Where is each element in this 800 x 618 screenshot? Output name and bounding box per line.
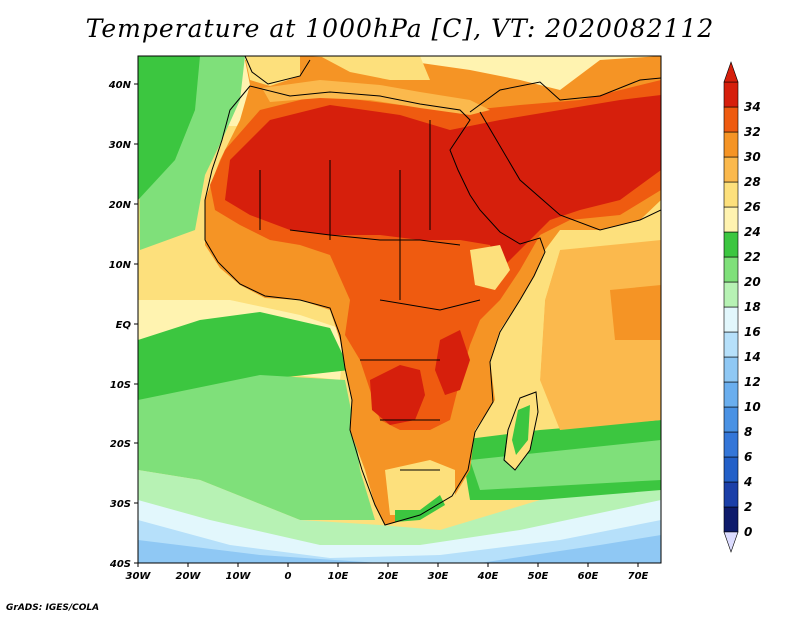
colorbar-label: 8	[744, 425, 752, 439]
lat-label: 10N	[109, 260, 132, 271]
colorbar-swatch	[723, 81, 739, 108]
colorbar-label: 18	[744, 300, 761, 314]
colorbar-label: 4	[743, 475, 752, 489]
colorbar-swatch	[723, 331, 739, 358]
lon-label: 50E	[528, 571, 549, 582]
axis-ticks	[134, 83, 639, 567]
colorbar-label: 6	[744, 450, 752, 464]
colorbar-swatch	[723, 306, 739, 333]
colorbar-label: 14	[744, 350, 761, 364]
credit-label: GrADS: IGES/COLA	[6, 603, 100, 613]
latitude-labels: 40N 30N 20N 10N EQ 10S 20S 30S 40S	[108, 80, 132, 570]
colorbar-swatch	[723, 256, 739, 283]
colorbar-swatch	[723, 506, 739, 533]
colorbar-under-arrow	[723, 531, 739, 553]
map-frame	[137, 55, 662, 564]
colorbar-label: 34	[744, 100, 761, 114]
lat-label: 40S	[109, 559, 131, 570]
lat-label: 20N	[109, 200, 132, 211]
lon-label: 20E	[378, 571, 399, 582]
lon-label: 10W	[226, 571, 252, 582]
colorbar-swatch	[723, 431, 739, 458]
lon-label: 30W	[126, 571, 152, 582]
lon-label: 70E	[628, 571, 649, 582]
map-field	[138, 56, 661, 563]
lat-label: 40N	[108, 80, 132, 91]
lat-label: 20S	[110, 439, 131, 450]
lat-label: EQ	[116, 320, 132, 331]
colorbar-label: 24	[744, 225, 761, 239]
colorbar-swatch	[723, 481, 739, 508]
lat-label: 30N	[109, 140, 132, 151]
lat-label: 10S	[110, 380, 131, 391]
colorbar-swatch	[723, 156, 739, 183]
coastlines	[204, 56, 661, 526]
lon-label: 60E	[578, 571, 599, 582]
colorbar-swatch	[723, 131, 739, 158]
colorbar-label: 26	[744, 200, 761, 214]
lon-label: 40E	[477, 571, 499, 582]
map-title: Temperature at 1000hPa [C], VT: 20200821…	[85, 14, 715, 43]
colorbar-swatch	[723, 356, 739, 383]
colorbar-swatch	[723, 181, 739, 208]
colorbar-swatch	[723, 106, 739, 133]
colorbar-label: 16	[744, 325, 761, 339]
lon-label: 30E	[428, 571, 449, 582]
colorbar-swatch	[723, 206, 739, 233]
colorbar-label: 22	[744, 250, 761, 264]
colorbar-swatch	[723, 231, 739, 258]
colorbar-label: 10	[744, 400, 761, 414]
lon-label: 10E	[328, 571, 349, 582]
lat-label: 30S	[110, 499, 131, 510]
colorbar-label: 32	[744, 125, 761, 139]
lon-label: 20W	[176, 571, 202, 582]
colorbar-label: 12	[744, 375, 761, 389]
lon-label: 0	[285, 571, 292, 582]
colorbar-label: 28	[744, 175, 761, 189]
colorbar-label: 30	[744, 150, 761, 164]
longitude-labels: 30W 20W 10W 0 10E 20E 30E 40E 50E 60E 70…	[126, 571, 649, 582]
colorbar-swatch	[723, 381, 739, 408]
colorbar-swatch	[723, 406, 739, 433]
colorbar-over-arrow	[723, 61, 739, 83]
colorbar-label: 20	[744, 275, 761, 289]
colorbar-swatch	[723, 281, 739, 308]
colorbar-label: 0	[744, 525, 752, 539]
colorbar-label: 2	[744, 500, 752, 514]
colorbar-swatch	[723, 456, 739, 483]
